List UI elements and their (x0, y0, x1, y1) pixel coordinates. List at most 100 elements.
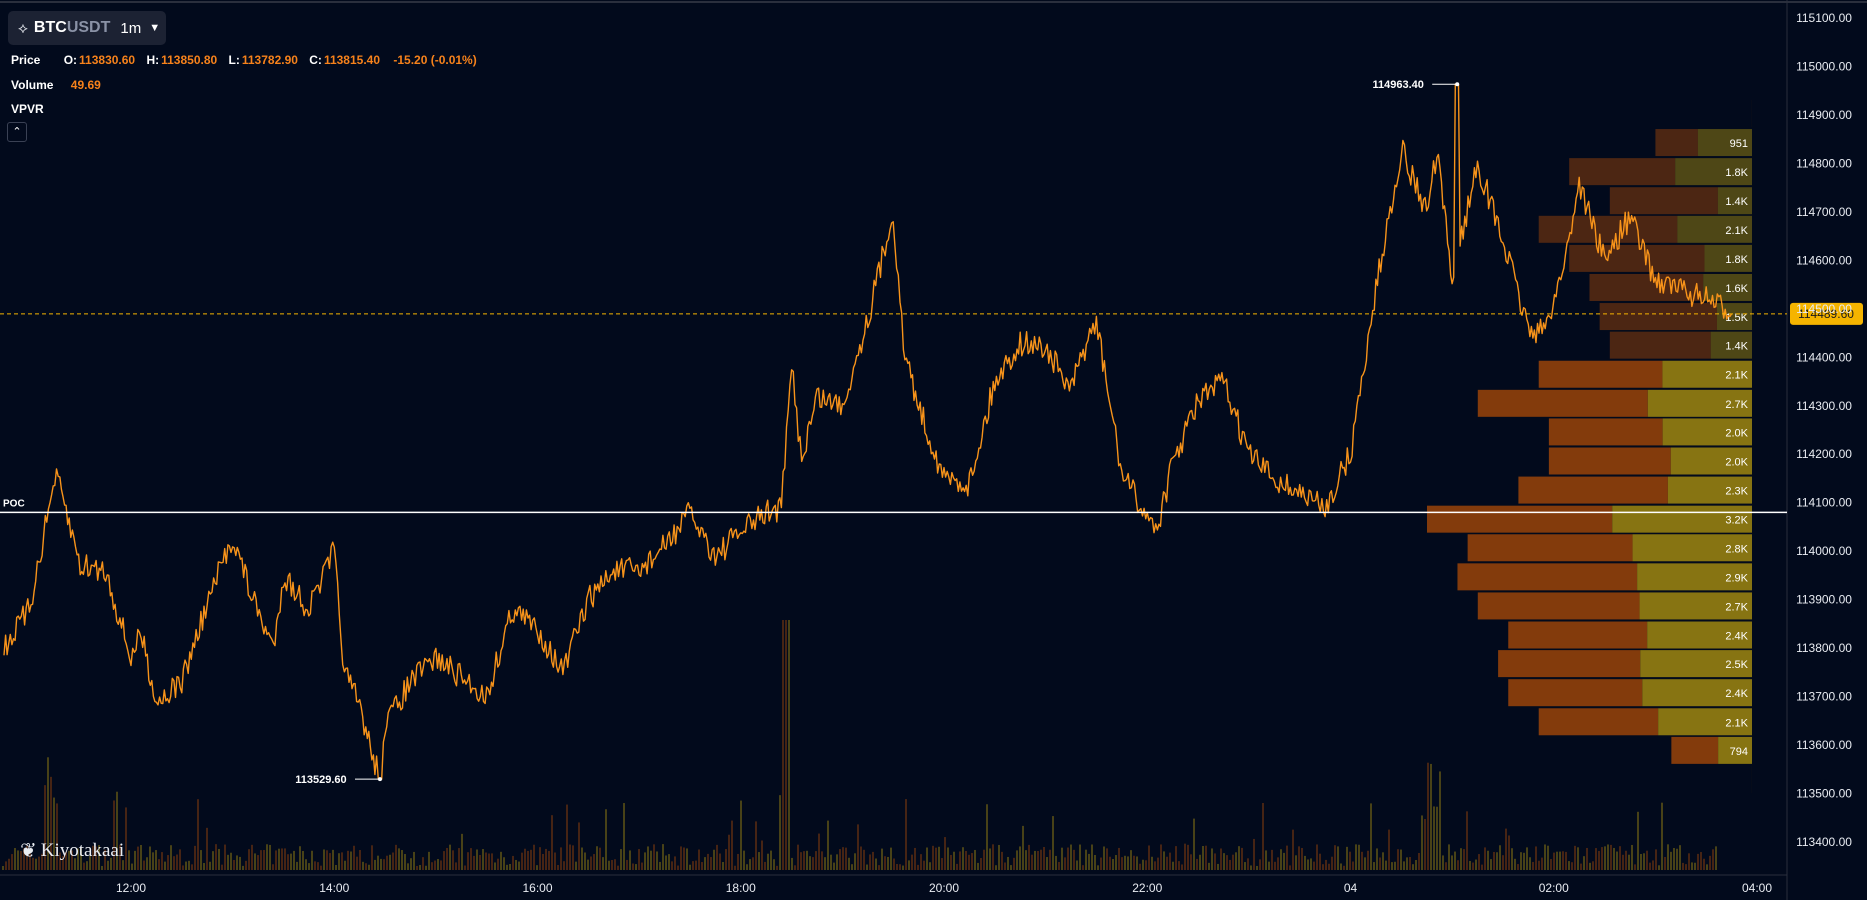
volume-bar (194, 845, 196, 870)
volume-bar (512, 855, 514, 870)
volume-bar (212, 851, 214, 870)
volume-bar (923, 860, 925, 870)
volume-bar (1586, 847, 1588, 870)
volume-bar (254, 853, 256, 870)
volume-bar (1700, 852, 1702, 870)
volume-bar (1604, 846, 1606, 870)
vpvr-bar-down (1569, 158, 1676, 186)
y-tick-label: 114100.00 (1796, 496, 1852, 510)
chevron-down-icon: ▼ (149, 22, 161, 34)
volume-bar (1055, 855, 1057, 870)
volume-bar (1532, 861, 1534, 870)
volume-bar (407, 863, 409, 870)
x-tick-label: 02:00 (1539, 881, 1569, 895)
volume-bar (749, 859, 751, 870)
volume-legend: Volume 49.69 (11, 78, 101, 92)
volume-bar (1457, 860, 1459, 870)
volume-bar (1235, 852, 1237, 870)
vpvr-bar-label: 2.7K (1725, 601, 1748, 613)
vpvr-bar-up (1675, 158, 1752, 186)
vpvr-bar-down (1498, 650, 1641, 678)
volume-bar (317, 862, 319, 870)
volume-bar (1175, 846, 1177, 870)
collapse-legend-button[interactable]: ⌃ (7, 122, 27, 142)
volume-bar (1010, 865, 1012, 870)
volume-bar (827, 820, 829, 870)
volume-bar (347, 850, 349, 870)
volume-bar (350, 851, 352, 870)
vpvr-bar-down (1427, 505, 1613, 533)
vpvr-bar-label: 1.4K (1725, 341, 1748, 353)
low-price-marker-dot (377, 777, 382, 782)
volume-bar (1343, 865, 1345, 870)
volume-bar (1640, 853, 1642, 870)
volume-bar (1565, 851, 1567, 870)
y-tick-label: 113600.00 (1796, 738, 1852, 752)
vpvr-bar-label: 2.3K (1725, 486, 1748, 498)
volume-bar (140, 845, 142, 870)
volume-bar (1286, 845, 1288, 870)
volume-bar (1616, 851, 1618, 870)
volume-bar (800, 852, 802, 870)
volume-bar (1370, 803, 1372, 870)
volume-bar (1163, 851, 1165, 870)
volume-bar (5, 861, 7, 870)
volume-bar (239, 856, 241, 870)
volume-bar (1499, 845, 1501, 870)
volume-bar (893, 858, 895, 870)
volume-bar (365, 863, 367, 870)
volume-bar (1028, 844, 1030, 870)
vpvr-profile: 9511.8K1.4K2.1K1.8K1.6K1.5K1.4K2.1K2.7K2… (1427, 99, 1752, 793)
volume-bar (173, 856, 175, 870)
volume-bar (983, 849, 985, 870)
volume-bar (275, 850, 277, 870)
volume-bar (851, 864, 853, 870)
volume-bar (947, 847, 949, 870)
volume-bar (1445, 862, 1447, 870)
volume-bar (920, 854, 922, 870)
volume-bar (1226, 855, 1228, 870)
price-line (3, 83, 1733, 780)
high-key: H: (146, 53, 160, 67)
vpvr-bar-label: 2.4K (1725, 631, 1748, 643)
volume-bar (320, 865, 322, 870)
vpvr-bar-up (1717, 187, 1752, 215)
symbol-selector[interactable]: ⟡ BTC USDT 1m ▼ (8, 11, 166, 45)
volume-bar (1574, 845, 1576, 870)
x-tick-label: 20:00 (929, 881, 959, 895)
volume-bar (1211, 848, 1213, 870)
volume-bar (857, 824, 859, 870)
volume-bar (740, 800, 742, 870)
volume-bar (215, 844, 217, 870)
volume-bar (293, 850, 295, 870)
volume-bar (1043, 846, 1045, 870)
volume-bar (515, 859, 517, 870)
volume-bar (1349, 851, 1351, 870)
volume-bar (1127, 856, 1129, 870)
volume-bar (338, 853, 340, 870)
volume-bar (848, 857, 850, 870)
y-tick-label: 114300.00 (1796, 399, 1852, 413)
volume-bar (1301, 847, 1303, 870)
volume-bar (716, 844, 718, 870)
volume-bar (23, 848, 25, 870)
volume-bar (224, 844, 226, 870)
volume-bar (1253, 838, 1255, 870)
y-tick-label: 115000.00 (1796, 59, 1852, 73)
volume-bar (533, 844, 535, 870)
volume-bar (1439, 771, 1441, 870)
volume-bar (494, 862, 496, 870)
volume-bar (950, 854, 952, 870)
volume-bar (1403, 861, 1405, 870)
volume-bar (1559, 851, 1561, 870)
volume-bar (119, 844, 121, 870)
volume-bar (941, 858, 943, 870)
volume-bar (1070, 844, 1072, 870)
volume-bar (731, 820, 733, 870)
volume-bar (878, 865, 880, 870)
volume-bar (1676, 848, 1678, 870)
y-tick-label: 114000.00 (1796, 544, 1852, 558)
volume-bar (371, 845, 373, 870)
